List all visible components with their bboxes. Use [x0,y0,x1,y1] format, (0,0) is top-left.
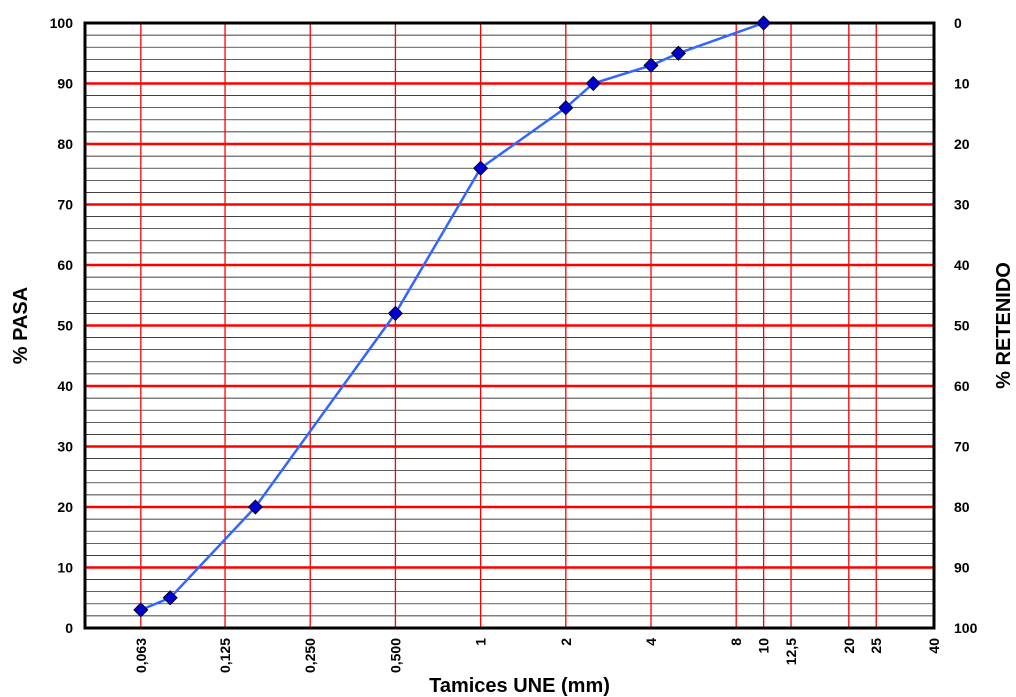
y2-tick-label: 100 [954,620,978,636]
y2-tick-label: 60 [954,378,970,394]
y-tick-label: 90 [57,76,73,92]
y2-tick-label: 0 [954,15,962,31]
data-point [585,75,601,92]
y2-tick-label: 30 [954,197,970,213]
y-axis-ticks: 0 10 20 30 40 50 60 70 80 90 100 [50,15,74,636]
data-point [247,499,263,515]
x-axis-ticks: 0,063 0,125 0,250 0,500 1 2 4 8 10 12,5 20 25 40 [133,638,942,673]
y2-tick-label: 20 [954,136,970,152]
x-tick-label: 10 [756,638,772,654]
y-tick-label: 100 [50,15,74,31]
y-tick-label: 60 [57,257,73,273]
y2-tick-label: 90 [954,560,970,576]
data-point [473,160,489,176]
data-point [756,15,772,31]
data-point [387,305,403,321]
plot-area [83,21,936,630]
y2-tick-label: 50 [954,318,970,334]
series-layer [133,15,772,618]
x-tick-label: 0,500 [387,638,403,673]
y-tick-label: 70 [57,197,73,213]
x-tick-label: 0,250 [302,638,318,673]
y2-tick-label: 80 [954,499,970,515]
data-point [133,602,149,618]
y-tick-label: 40 [57,378,73,394]
y-tick-label: 10 [57,560,73,576]
data-point [643,57,659,73]
y2-tick-label: 40 [954,257,970,273]
y2-tick-label: 70 [954,439,970,455]
x-tick-label: 20 [841,638,857,654]
data-point [558,100,574,116]
x-tick-label: 0,125 [217,638,233,673]
y-tick-label: 30 [57,439,73,455]
x-tick-label: 0,063 [133,638,149,673]
y-tick-label: 0 [65,620,73,636]
x-tick-label: 25 [868,638,884,654]
series-line [140,21,765,612]
x-tick-label: 12,5 [783,638,799,665]
x-tick-label: 8 [728,638,744,646]
x-tick-label: 1 [473,638,489,646]
major-grid [85,82,934,569]
minor-grid [85,34,934,617]
x-axis-label: Tamices UNE (mm) [429,675,610,697]
data-point [670,45,686,61]
x-tick-label: 40 [926,638,942,654]
y-tick-label: 20 [57,499,73,515]
y2-tick-label: 10 [954,76,970,92]
y-axis-label: % PASA [10,287,32,364]
y-tick-label: 50 [57,318,73,334]
x-tick-label: 2 [558,638,574,646]
y2-axis-label: % RETENIDO [993,262,1015,389]
x-tick-label: 4 [643,638,659,646]
data-point [162,590,178,606]
y-tick-label: 80 [57,136,73,152]
